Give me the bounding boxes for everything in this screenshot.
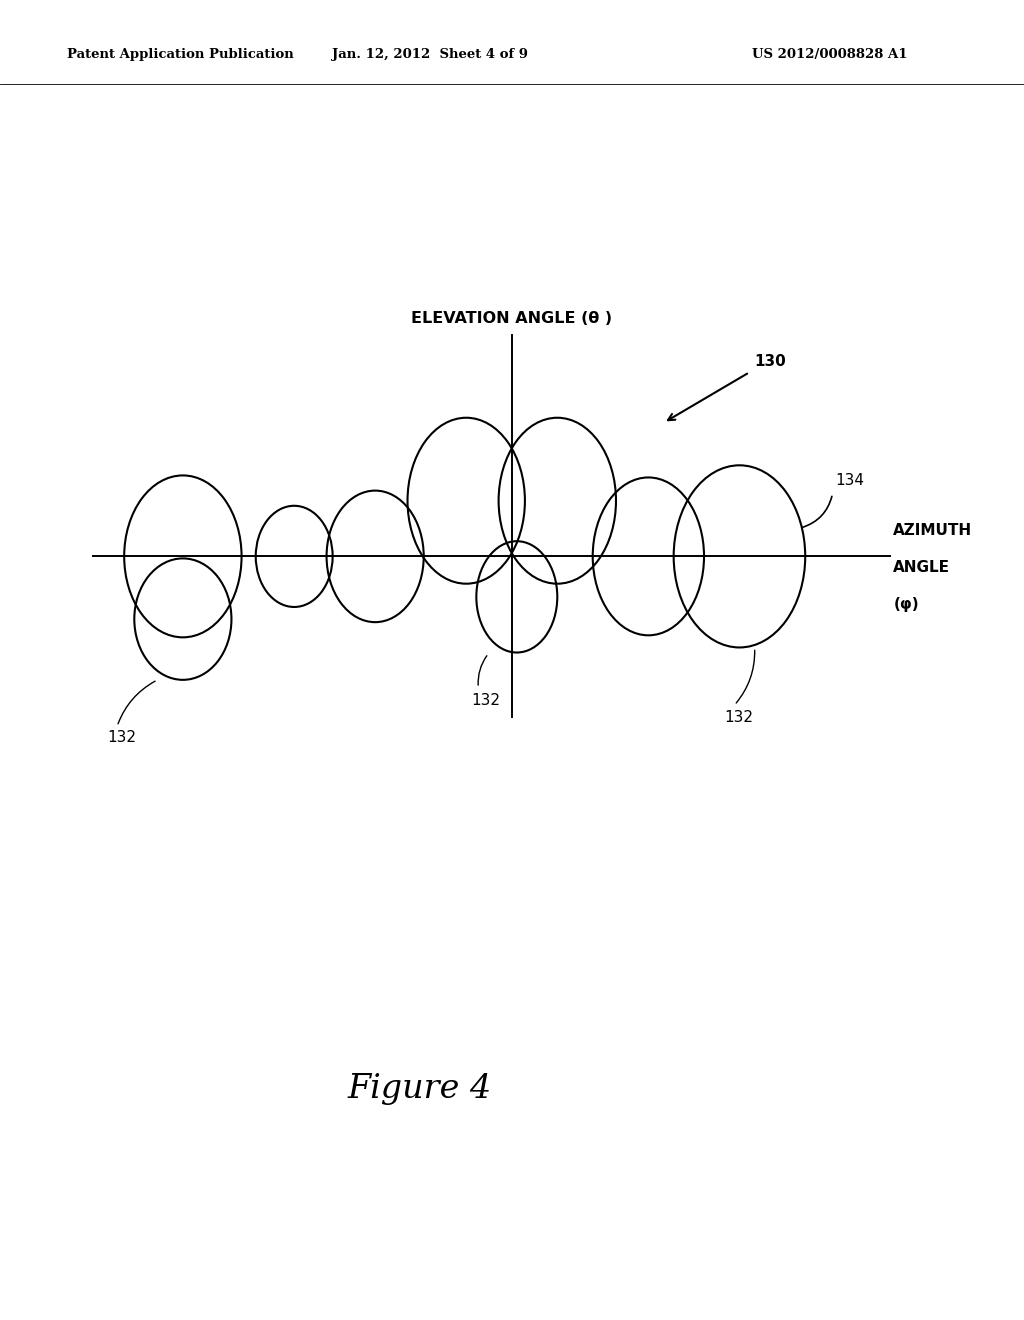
Text: AZIMUTH: AZIMUTH [893,523,973,539]
Text: US 2012/0008828 A1: US 2012/0008828 A1 [752,48,907,61]
Text: 132: 132 [106,730,136,746]
Text: ELEVATION ANGLE (θ ): ELEVATION ANGLE (θ ) [412,310,612,326]
Text: ANGLE: ANGLE [893,560,950,574]
Text: 132: 132 [724,710,754,725]
Text: 132: 132 [471,693,501,708]
Text: Figure 4: Figure 4 [348,1073,492,1105]
Text: Patent Application Publication: Patent Application Publication [67,48,293,61]
Text: (φ): (φ) [893,597,919,612]
Text: 130: 130 [755,354,786,370]
Text: Jan. 12, 2012  Sheet 4 of 9: Jan. 12, 2012 Sheet 4 of 9 [332,48,528,61]
Text: 134: 134 [836,473,864,487]
